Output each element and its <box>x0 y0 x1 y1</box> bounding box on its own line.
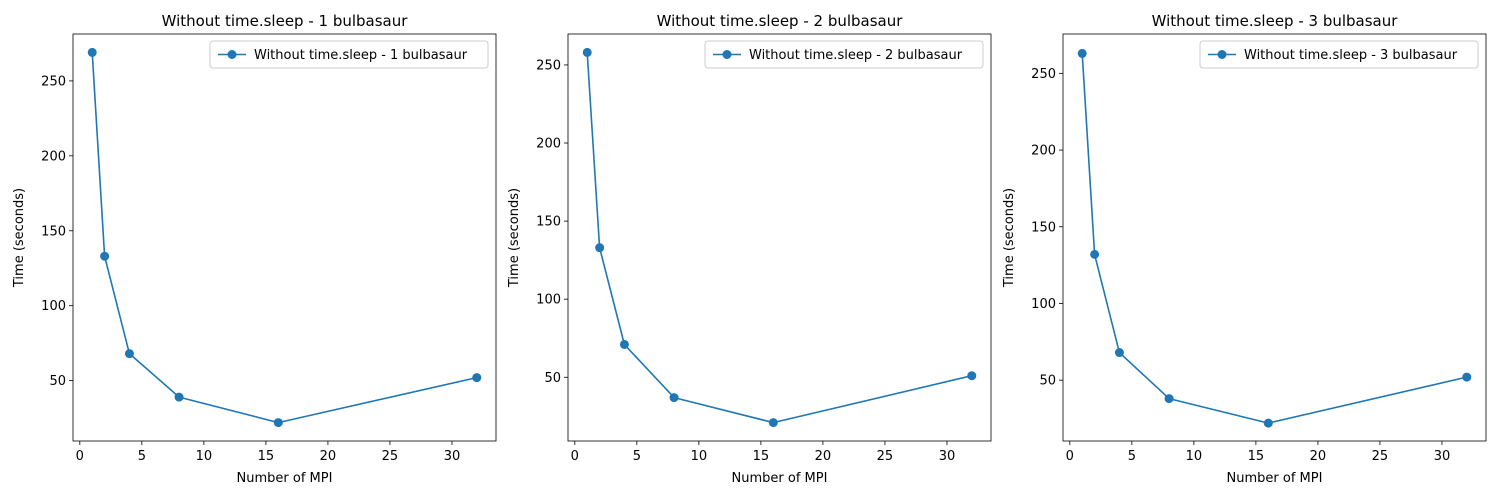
data-point <box>967 371 977 381</box>
plot-area-frame <box>567 33 992 442</box>
x-tick-label: 0 <box>571 449 579 464</box>
x-axis-ticks: 0 5 10 15 20 25 30 <box>76 441 461 464</box>
data-point <box>768 418 778 428</box>
y-tick-label: 200 <box>1031 144 1056 159</box>
series-line <box>1081 53 1467 424</box>
x-tick-label: 15 <box>753 449 770 464</box>
series-line <box>586 52 972 424</box>
y-tick-label: 100 <box>41 299 66 314</box>
legend-entry-label: Without time.sleep - 2 bulbasaur <box>749 48 963 63</box>
data-point <box>1077 48 1087 58</box>
y-axis-ticks: 50 100 150 200 250 <box>41 74 73 389</box>
series-line <box>91 52 477 424</box>
legend: Without time.sleep - 3 bulbasaur <box>1199 40 1479 69</box>
y-tick-label: 50 <box>49 374 66 389</box>
x-tick-label: 5 <box>1128 449 1136 464</box>
y-tick-label: 200 <box>41 149 66 164</box>
y-axis-label: Time (seconds) <box>12 188 27 288</box>
plot-area-frame <box>72 33 497 442</box>
legend: Without time.sleep - 1 bulbasaur <box>209 40 489 69</box>
x-tick-label: 0 <box>1066 449 1074 464</box>
series-1 <box>582 47 977 428</box>
x-axis-ticks: 0 5 10 15 20 25 30 <box>571 441 956 464</box>
x-tick-label: 25 <box>877 449 894 464</box>
chart-panel-1: Without time.sleep - 1 bulbasaur 0 5 10 15 20… <box>12 12 497 486</box>
y-tick-label: 250 <box>536 58 561 73</box>
series-1 <box>87 47 482 428</box>
legend-marker-swatch <box>1217 50 1227 59</box>
plot-area-frame <box>1062 33 1487 442</box>
data-point <box>100 251 110 261</box>
y-tick-label: 50 <box>544 371 561 386</box>
y-tick-label: 250 <box>1031 67 1056 82</box>
legend-entry-label: Without time.sleep - 3 bulbasaur <box>1244 48 1458 63</box>
chart-title: Without time.sleep - 1 bulbasaur <box>162 12 409 30</box>
x-tick-label: 30 <box>1434 449 1451 464</box>
x-tick-label: 20 <box>815 449 832 464</box>
x-axis-label: Number of MPI <box>1227 471 1323 486</box>
y-axis-ticks: 50 100 150 200 250 <box>1031 67 1063 389</box>
y-tick-label: 150 <box>41 224 66 239</box>
y-axis-label: Time (seconds) <box>1002 188 1017 288</box>
y-tick-label: 100 <box>536 293 561 308</box>
legend-entry-label: Without time.sleep - 1 bulbasaur <box>254 48 468 63</box>
x-tick-label: 30 <box>444 449 461 464</box>
chart-title: Without time.sleep - 2 bulbasaur <box>657 12 904 30</box>
legend-marker-swatch <box>722 50 732 59</box>
y-tick-label: 100 <box>1031 297 1056 312</box>
series-1 <box>1077 48 1472 428</box>
data-point <box>669 393 679 403</box>
data-point <box>174 392 184 402</box>
x-tick-label: 10 <box>196 449 213 464</box>
x-tick-label: 15 <box>1248 449 1265 464</box>
x-tick-label: 5 <box>138 449 146 464</box>
x-tick-label: 15 <box>258 449 275 464</box>
legend: Without time.sleep - 2 bulbasaur <box>704 40 984 69</box>
x-axis-ticks: 0 5 10 15 20 25 30 <box>1066 441 1451 464</box>
x-tick-label: 0 <box>76 449 84 464</box>
data-point <box>1164 394 1174 404</box>
chart-panel-3: Without time.sleep - 3 bulbasaur 0 5 10 15 20… <box>1002 12 1487 486</box>
data-point <box>472 373 482 383</box>
y-tick-label: 50 <box>1039 374 1056 389</box>
x-axis-label: Number of MPI <box>237 471 333 486</box>
legend-frame <box>209 40 489 69</box>
legend-frame <box>1199 40 1479 69</box>
data-point <box>1462 372 1472 382</box>
chart-panel-2: Without time.sleep - 2 bulbasaur 0 5 10 15 20… <box>507 12 992 486</box>
chart-title: Without time.sleep - 3 bulbasaur <box>1152 12 1399 30</box>
y-tick-label: 250 <box>41 74 66 89</box>
data-point <box>1090 249 1100 259</box>
x-tick-label: 25 <box>382 449 399 464</box>
data-point <box>87 47 97 57</box>
legend-frame <box>704 40 984 69</box>
y-axis-label: Time (seconds) <box>507 188 522 288</box>
x-tick-label: 30 <box>939 449 956 464</box>
data-point <box>1263 418 1273 428</box>
y-axis-ticks: 50 100 150 200 250 <box>536 58 568 386</box>
x-axis-label: Number of MPI <box>732 471 828 486</box>
x-tick-label: 20 <box>1310 449 1327 464</box>
legend-marker-swatch <box>227 50 237 59</box>
x-tick-label: 10 <box>691 449 708 464</box>
y-tick-label: 150 <box>1031 220 1056 235</box>
x-tick-label: 20 <box>320 449 337 464</box>
data-point <box>595 243 605 253</box>
data-point <box>1114 348 1124 358</box>
y-tick-label: 150 <box>536 215 561 230</box>
data-point <box>124 349 134 359</box>
data-point <box>273 418 283 428</box>
x-tick-label: 10 <box>1186 449 1203 464</box>
y-tick-label: 200 <box>536 137 561 152</box>
data-point <box>582 47 592 57</box>
data-point <box>619 339 629 349</box>
x-tick-label: 5 <box>633 449 641 464</box>
x-tick-label: 25 <box>1372 449 1389 464</box>
